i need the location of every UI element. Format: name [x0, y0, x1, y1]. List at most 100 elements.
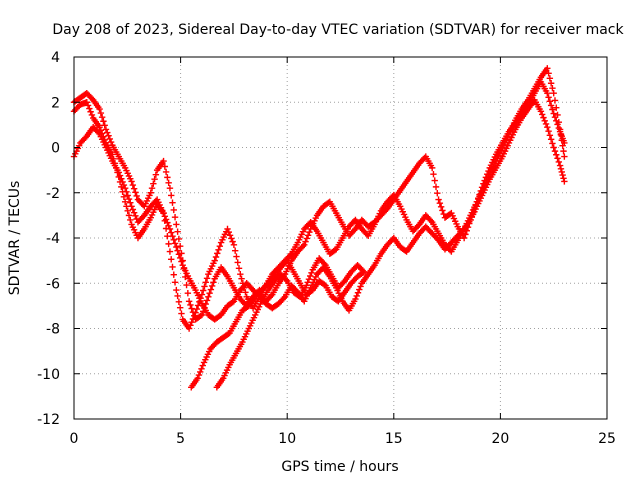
data-point-marker — [435, 196, 442, 203]
data-point-marker — [125, 195, 133, 203]
data-point-marker — [439, 207, 446, 214]
data-point-marker — [120, 193, 128, 201]
data-point-marker — [321, 260, 328, 267]
data-point-marker — [546, 75, 554, 82]
data-point-marker — [187, 301, 194, 309]
data-point-marker — [237, 271, 244, 278]
data-point-marker — [215, 246, 222, 253]
data-point-marker — [199, 287, 207, 294]
data-point-marker — [185, 325, 193, 332]
data-point-marker — [166, 185, 174, 192]
data-point-marker — [544, 90, 551, 97]
data-point-marker — [205, 293, 212, 301]
data-point-marker — [282, 276, 290, 283]
data-point-marker — [160, 157, 167, 165]
data-point-marker — [549, 106, 556, 113]
data-point-marker — [184, 290, 192, 297]
data-point-marker — [308, 269, 315, 277]
data-point-marker — [428, 164, 436, 172]
data-point-marker — [226, 232, 234, 239]
data-point-marker — [194, 375, 201, 382]
x-tick-label: 20 — [491, 431, 509, 447]
y-tick-label: -6 — [46, 276, 60, 292]
data-point-marker — [161, 213, 169, 220]
data-point-marker — [225, 228, 232, 236]
data-point-marker — [125, 212, 133, 219]
data-point-marker — [202, 279, 209, 286]
data-point-marker — [188, 318, 195, 326]
data-point-marker — [481, 177, 488, 184]
data-markers — [70, 65, 568, 391]
data-point-marker — [553, 117, 560, 125]
x-tick-label: 5 — [176, 431, 185, 447]
data-point-marker — [203, 297, 211, 304]
y-tick-label: -2 — [46, 186, 60, 202]
data-point-marker — [216, 242, 224, 250]
data-point-marker — [191, 312, 198, 320]
data-point-marker — [547, 80, 555, 87]
data-point-marker — [430, 170, 437, 178]
data-point-marker — [540, 114, 547, 121]
data-point-marker — [228, 235, 235, 242]
data-point-marker — [235, 265, 243, 272]
data-point-marker — [542, 120, 550, 128]
data-point-marker — [561, 178, 568, 185]
data-point-marker — [549, 140, 556, 147]
data-point-marker — [84, 102, 92, 109]
data-point-marker — [199, 362, 206, 369]
data-point-marker — [280, 294, 287, 302]
data-point-marker — [231, 247, 239, 254]
data-point-marker — [554, 121, 561, 128]
data-point-marker — [546, 98, 554, 105]
data-point-marker — [299, 242, 307, 250]
axis-ticks: 0 5 10 15 20 25 -12 -10 -8 -6 -4 -2 0 2 4 — [37, 50, 616, 447]
data-point-marker — [127, 216, 134, 224]
data-point-marker — [169, 232, 176, 240]
data-point-marker — [128, 203, 135, 210]
y-axis-label: SDTVAR / TECUs — [7, 181, 23, 296]
data-point-marker — [545, 94, 552, 101]
data-point-marker — [106, 135, 114, 143]
data-point-marker — [304, 279, 311, 286]
data-point-marker — [211, 257, 218, 264]
data-point-marker — [537, 108, 545, 115]
data-point-marker — [353, 292, 360, 300]
data-point-marker — [242, 289, 249, 296]
data-point-marker — [129, 206, 137, 213]
data-point-marker — [123, 188, 130, 196]
y-tick-label: 0 — [51, 141, 60, 157]
data-point-marker — [197, 312, 204, 320]
data-point-marker — [104, 129, 111, 136]
data-point-marker — [166, 248, 174, 255]
data-point-marker — [132, 212, 139, 220]
data-point-marker — [132, 189, 139, 196]
data-point-marker — [538, 111, 546, 118]
data-point-marker — [124, 207, 131, 215]
data-point-marker — [198, 291, 206, 298]
data-point-marker — [267, 292, 275, 300]
data-point-marker — [303, 282, 310, 289]
data-point-marker — [133, 192, 140, 200]
data-point-marker — [102, 126, 110, 133]
data-point-marker — [555, 158, 563, 166]
data-point-marker — [170, 236, 177, 244]
data-point-marker — [96, 123, 103, 131]
data-point-marker — [198, 365, 205, 372]
data-point-marker — [554, 155, 561, 162]
y-tick-label: 2 — [51, 95, 60, 111]
data-point-marker — [201, 283, 208, 290]
data-point-marker — [164, 174, 171, 181]
data-point-marker — [560, 147, 567, 155]
data-point-marker — [224, 225, 231, 233]
data-point-marker — [173, 286, 180, 294]
data-point-marker — [115, 169, 122, 176]
data-point-marker — [541, 117, 548, 125]
data-point-marker — [116, 172, 124, 179]
data-point-marker — [165, 222, 172, 229]
data-point-marker — [207, 286, 215, 293]
data-point-marker — [175, 235, 183, 243]
data-point-marker — [175, 298, 183, 306]
data-point-marker — [169, 199, 176, 206]
data-point-marker — [305, 275, 313, 283]
data-point-marker — [354, 289, 362, 296]
